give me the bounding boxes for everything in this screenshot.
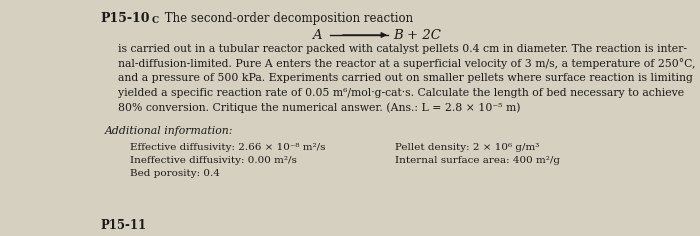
- Text: is carried out in a tubular reactor packed with catalyst pellets 0.4 cm in diame: is carried out in a tubular reactor pack…: [118, 44, 687, 54]
- Text: C: C: [152, 16, 159, 25]
- Text: Ineffective diffusivity: 0.00 m²/s: Ineffective diffusivity: 0.00 m²/s: [130, 156, 297, 165]
- Text: P15-10: P15-10: [100, 12, 150, 25]
- Text: Bed porosity: 0.4: Bed porosity: 0.4: [130, 169, 220, 178]
- Text: B + 2C: B + 2C: [393, 29, 441, 42]
- Text: Effective diffusivity: 2.66 × 10⁻⁸ m²/s: Effective diffusivity: 2.66 × 10⁻⁸ m²/s: [130, 143, 326, 152]
- Text: P15-11: P15-11: [100, 219, 146, 232]
- Text: The second-order decomposition reaction: The second-order decomposition reaction: [161, 12, 413, 25]
- Text: yielded a specific reaction rate of 0.05 m⁶/mol·g-cat·s. Calculate the length of: yielded a specific reaction rate of 0.05…: [118, 88, 684, 97]
- Text: Additional information:: Additional information:: [105, 126, 233, 136]
- Text: nal-diffusion-limited. Pure A enters the reactor at a superficial velocity of 3 : nal-diffusion-limited. Pure A enters the…: [118, 59, 696, 69]
- Text: Pellet density: 2 × 10⁶ g/m³: Pellet density: 2 × 10⁶ g/m³: [395, 143, 539, 152]
- Text: and a pressure of 500 kPa. Experiments carried out on smaller pellets where surf: and a pressure of 500 kPa. Experiments c…: [118, 73, 693, 83]
- Text: A: A: [312, 29, 322, 42]
- Text: Internal surface area: 400 m²/g: Internal surface area: 400 m²/g: [395, 156, 560, 165]
- Text: 80% conversion. Critique the numerical answer. (Ans.: L = 2.8 × 10⁻⁵ m): 80% conversion. Critique the numerical a…: [118, 102, 521, 113]
